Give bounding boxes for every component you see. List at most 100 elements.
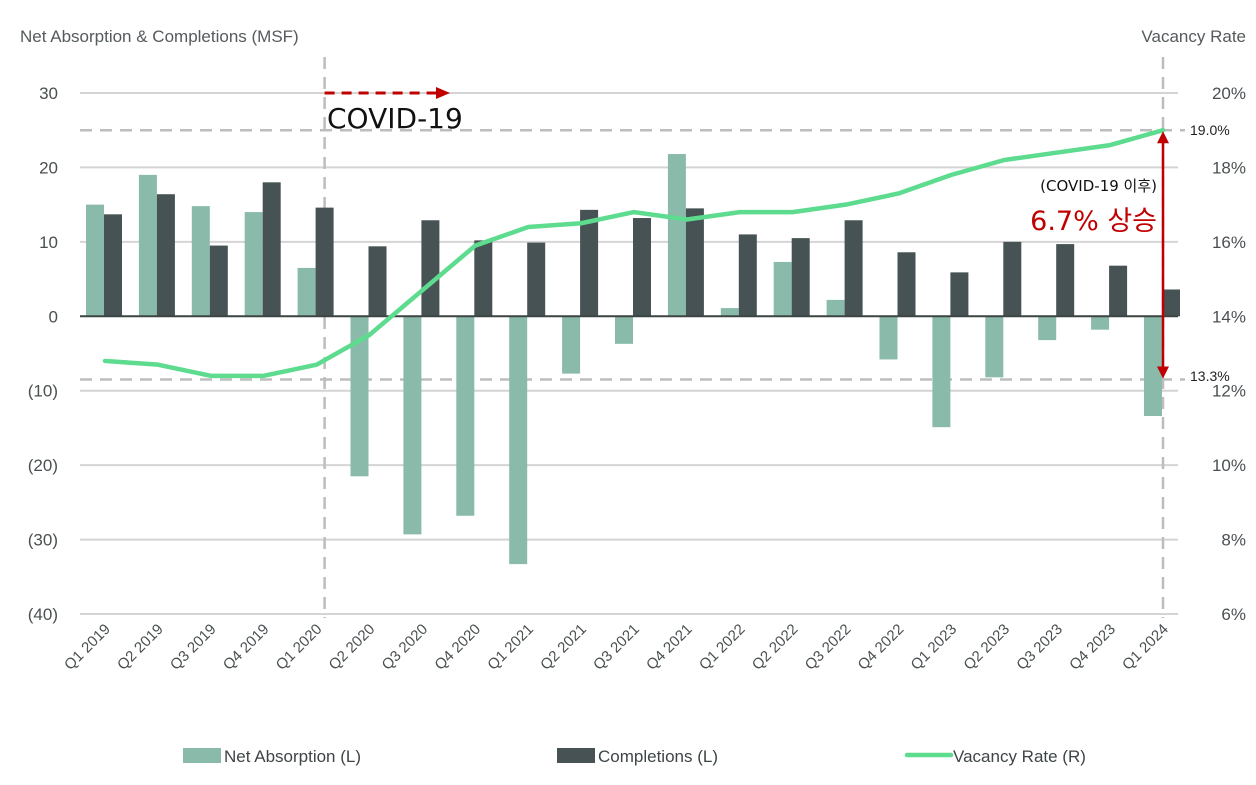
completions-bar [1056,244,1075,317]
net-absorption-bar [615,316,633,344]
x-tick-label: Q3 2022 [802,621,855,674]
gridlines [80,92,1178,615]
net-absorption-bar [720,308,739,317]
net-absorption-bar [932,316,951,428]
x-tick-label: Q3 2019 [167,621,220,674]
net-absorption-bar [456,316,475,516]
legend-label: Vacancy Rate (R) [953,747,1086,766]
completions-bar [421,220,440,317]
right-tick-label: 16% [1212,233,1246,252]
x-tick-label: Q3 2020 [379,621,432,674]
right-axis-title: Vacancy Rate [1141,27,1246,46]
legend-swatch [183,748,221,763]
left-axis-ticks: 30 20 10 0 (10) (20) (30) (40) [28,84,58,624]
left-tick-label: (10) [28,382,58,401]
legend: Net Absorption (L) Completions (L) Vacancy… [183,747,1086,766]
right-tick-label: 20% [1212,84,1246,103]
right-axis-ticks: 20% 18% 16% 14% 12% 10% 8% 6% [1212,84,1246,624]
completions-bar [897,252,916,317]
left-tick-label: 30 [39,84,58,103]
net-absorption-bar [350,316,369,477]
left-axis-title: Net Absorption & Completions (MSF) [20,27,299,46]
net-absorption-bar [86,204,104,317]
x-tick-label: Q2 2023 [960,621,1013,674]
change-arrow-head-up [1157,131,1169,144]
completions-bar [527,242,546,317]
left-tick-label: (30) [28,531,58,550]
legend-swatch [557,748,595,763]
x-tick-label: Q3 2023 [1013,621,1066,674]
net-absorption-bar [509,316,528,565]
x-tick-label: Q4 2021 [643,621,696,674]
x-tick-label: Q3 2021 [590,621,643,674]
net-absorption-bar [826,299,845,317]
completions-bar [474,240,493,317]
x-tick-label: Q1 2021 [484,621,537,674]
left-tick-label: 20 [39,158,58,177]
completions-bar [262,182,281,317]
completions-bar [368,246,387,317]
completions-bar [685,208,704,317]
x-tick-label: Q4 2022 [855,621,908,674]
net-absorption-bar [138,174,157,317]
net-absorption-bar [244,212,263,317]
annotations: COVID-19 19.0% 13.3% (COVID-19 이후) 6.7% … [324,87,1230,384]
vacancy-line-series [102,127,1166,379]
change-note-small: (COVID-19 이후) [1040,177,1157,195]
x-tick-label: Q1 2024 [1119,621,1172,674]
completions-bar [209,245,228,317]
x-tick-label: Q2 2019 [114,621,167,674]
covid-label: COVID-19 [327,102,463,135]
x-tick-label: Q4 2020 [431,621,484,674]
left-tick-label: 0 [49,307,58,326]
completions-bar [1003,241,1022,317]
x-tick-label: Q4 2023 [1066,621,1119,674]
completions-bar [1162,289,1180,317]
right-tick-label: 12% [1212,382,1246,401]
ref-high-label: 19.0% [1190,122,1230,138]
completions-bar [950,272,969,317]
right-tick-label: 18% [1212,158,1246,177]
x-axis-ticks: Q1 2019 Q2 2019 Q3 2019 Q4 2019 Q1 2020 Q2 20… [61,621,1172,674]
x-tick-label: Q2 2020 [326,621,379,674]
completions-bar [315,207,334,317]
x-tick-label: Q4 2019 [220,621,273,674]
completions-bar [844,220,863,317]
covid-arrow-head [436,87,450,99]
bar-series [86,154,1180,565]
x-tick-label: Q1 2022 [696,621,749,674]
completions-bar [738,234,757,317]
left-tick-label: 10 [39,233,58,252]
net-absorption-bar [297,267,316,317]
net-absorption-bar [667,154,686,317]
net-absorption-bar [191,206,210,317]
right-tick-label: 8% [1221,531,1246,550]
net-absorption-bar [1091,316,1110,330]
x-tick-label: Q1 2019 [61,621,114,674]
ref-low-label: 13.3% [1190,368,1230,384]
legend-label: Net Absorption (L) [224,747,361,766]
completions-bar [156,194,175,317]
right-tick-label: 6% [1221,605,1246,624]
change-note-big: 6.7% 상승 [1030,206,1157,237]
net-absorption-bar [403,316,422,535]
right-tick-label: 10% [1212,456,1246,475]
net-absorption-bar [773,261,792,317]
net-absorption-bar [1038,316,1057,341]
net-absorption-bar [562,316,581,374]
left-tick-label: (20) [28,456,58,475]
change-arrow-head-down [1157,366,1169,379]
completions-bar [633,218,651,317]
x-tick-label: Q2 2022 [749,621,802,674]
completions-bar [580,209,599,317]
completions-bar [104,214,122,317]
right-tick-label: 14% [1212,307,1246,326]
net-absorption-bar [879,316,898,360]
completions-bar [791,238,810,317]
completions-bar [1109,265,1128,317]
x-tick-label: Q1 2023 [908,621,961,674]
net-absorption-bar [1144,316,1162,417]
x-tick-label: Q1 2020 [273,621,326,674]
left-tick-label: (40) [28,605,58,624]
